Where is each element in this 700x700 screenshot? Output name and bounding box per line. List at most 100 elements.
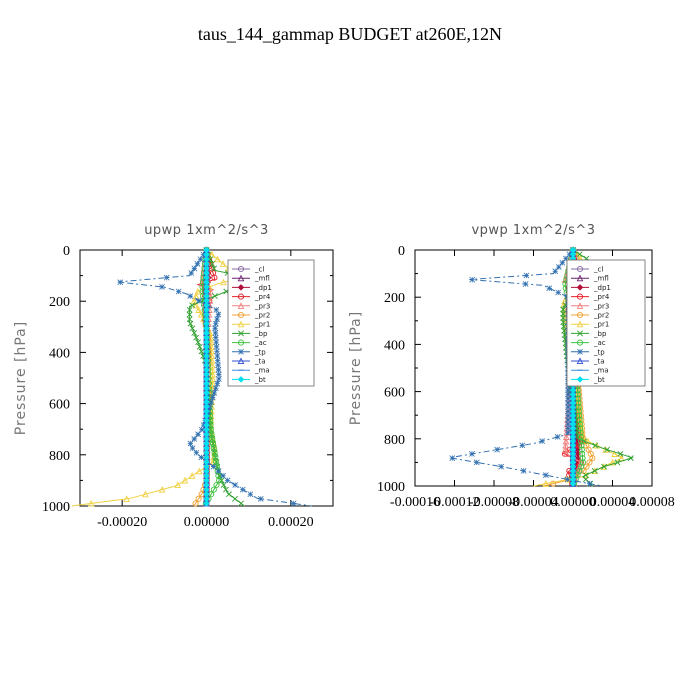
series-point [195, 467, 203, 475]
series-point [566, 251, 573, 258]
series-point [220, 278, 227, 286]
series-point [175, 288, 182, 295]
series-point [559, 259, 566, 266]
series-point [198, 426, 205, 433]
series-point [565, 421, 571, 428]
series-point [627, 455, 634, 462]
y-tick-label: 800 [49, 449, 70, 464]
series-point [224, 477, 231, 484]
series-point [576, 416, 583, 423]
series-point [188, 472, 196, 479]
series-point [578, 446, 585, 453]
x-tick-label: 0.00008 [629, 495, 675, 510]
series-point [576, 251, 583, 258]
series-point [539, 438, 546, 445]
series-point [215, 371, 222, 378]
series-bt [203, 246, 210, 507]
series-point [591, 467, 599, 474]
legend-marker [237, 293, 245, 300]
series-point [215, 362, 221, 369]
series-point [589, 455, 596, 462]
legend-label: _dp1 [254, 284, 272, 292]
series-point [209, 260, 216, 267]
series-point [592, 442, 599, 449]
series-point [555, 264, 562, 270]
series-point [163, 274, 170, 281]
x-tick-label: -0.00008 [469, 495, 519, 510]
series-point [579, 455, 586, 462]
chart-title: vpwp 1xm^2/s^3 [471, 223, 595, 238]
legend-marker [576, 376, 584, 383]
legend-marker [576, 339, 584, 346]
series-point [565, 400, 571, 406]
series-point [220, 482, 227, 488]
series-point [222, 486, 229, 493]
legend-label: _bp [593, 330, 607, 338]
series-point [216, 477, 223, 484]
series-point [576, 408, 583, 415]
series-point [586, 459, 593, 466]
series-point [189, 325, 196, 332]
series-point [212, 325, 218, 332]
series-point [214, 316, 220, 323]
y-tick-label: 1000 [42, 500, 70, 515]
legend-label: _mfl [593, 275, 609, 283]
series-point [195, 339, 201, 346]
figure-title: taus_144_gammap BUDGET at260E,12N [198, 24, 502, 44]
series-point [290, 500, 297, 507]
legend-marker [576, 357, 584, 365]
series-point [257, 495, 264, 502]
series-point [87, 499, 95, 507]
series-point [213, 481, 220, 489]
legend-label: _cl [254, 266, 264, 274]
series-point [191, 265, 198, 272]
series-point [565, 429, 571, 436]
legend-label: _pr4 [254, 293, 271, 301]
series-point [196, 297, 202, 304]
series-point [215, 311, 222, 318]
series-point [232, 495, 238, 502]
series-point [210, 486, 217, 493]
y-axis-label: Pressure [hPa] [348, 311, 364, 425]
series-point [565, 425, 571, 432]
chart-title: upwp 1xm^2/s^3 [144, 223, 269, 238]
legend-marker [576, 274, 584, 282]
series-point [565, 408, 571, 415]
legend-label: _bp [254, 330, 268, 338]
series-point [601, 463, 608, 470]
series-point [562, 446, 569, 453]
legend-label: _pr3 [593, 302, 609, 310]
series-point [194, 287, 202, 295]
series-point [238, 500, 244, 507]
series-point [609, 458, 616, 466]
legend-marker [576, 293, 584, 300]
series-point [211, 449, 218, 456]
series-point [555, 289, 562, 296]
series-point [449, 455, 456, 462]
x-tick-label: -0.00004 [508, 495, 558, 510]
legend-marker [576, 284, 584, 291]
legend-label: _ac [254, 339, 267, 347]
legend-marker [237, 339, 245, 346]
series-point [187, 320, 194, 327]
legend-label: _pr1 [254, 321, 270, 329]
series-point [195, 306, 202, 313]
series-point [520, 468, 527, 474]
series-point [210, 445, 217, 452]
legend-label: _ac [593, 339, 606, 347]
series-point [578, 438, 585, 445]
series-point [195, 495, 202, 502]
series-point [188, 270, 195, 276]
legend-marker [576, 320, 584, 328]
series-point [498, 463, 505, 470]
series-point [197, 256, 204, 263]
series-point [211, 274, 218, 281]
series-point [212, 293, 218, 299]
series-point [192, 500, 199, 507]
legend-label: _ma [593, 367, 609, 375]
y-tick-label: 200 [384, 291, 405, 306]
series-point [189, 302, 196, 309]
legend-label: _cl [593, 266, 603, 274]
series-point [546, 285, 553, 292]
